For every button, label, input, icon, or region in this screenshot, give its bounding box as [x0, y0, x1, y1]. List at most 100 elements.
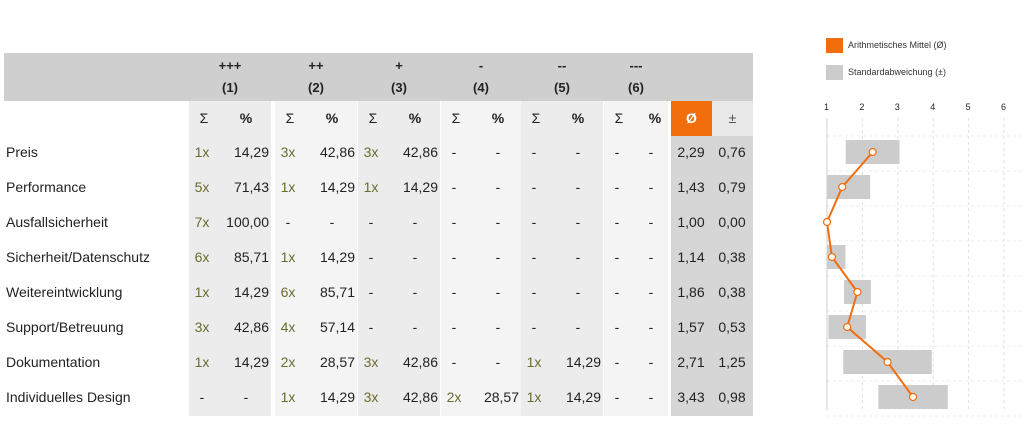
count-cell: - [199, 389, 205, 405]
row-label: Dokumentation [6, 354, 101, 370]
count-cell: - [368, 249, 374, 265]
percent-cell: - [243, 389, 249, 405]
percent-cell: 42,86 [402, 354, 438, 370]
count-cell: 1x [280, 249, 296, 265]
legend-mean-swatch [826, 38, 843, 53]
sd-cell: 0,38 [718, 284, 746, 300]
count-cell: 1x [363, 179, 379, 195]
percent-cell: 42,86 [402, 389, 438, 405]
sum-symbol: Σ [199, 110, 209, 126]
sd-symbol: ± [728, 110, 737, 126]
percent-cell: 14,29 [233, 354, 269, 370]
percent-cell: - [648, 144, 654, 160]
percent-cell: 71,43 [233, 179, 269, 195]
count-cell: 3x [363, 144, 379, 160]
count-cell: 1x [194, 284, 210, 300]
count-cell: 3x [194, 319, 210, 335]
group-number: (1) [222, 80, 238, 95]
count-cell: 4x [280, 319, 296, 335]
percent-cell: 28,57 [483, 389, 519, 405]
percent-cell: - [329, 214, 335, 230]
percent-cell: 100,00 [226, 214, 269, 230]
group-number: (2) [308, 80, 324, 95]
percent-cell: 85,71 [233, 249, 269, 265]
mean-cell: 1,57 [677, 319, 705, 335]
row-label: Sicherheit/Datenschutz [6, 249, 150, 265]
percent-cell: 14,29 [402, 179, 438, 195]
percent-cell: - [412, 284, 418, 300]
sd-cell: 0,79 [718, 179, 746, 195]
count-cell: - [451, 144, 457, 160]
mean-point [827, 252, 837, 262]
percent-cell: - [648, 284, 654, 300]
mean-point [883, 357, 892, 367]
count-cell: - [451, 354, 457, 370]
group-band [521, 101, 603, 416]
percent-cell: - [648, 249, 654, 265]
mean-sd-column [671, 136, 753, 416]
row-label: Preis [6, 144, 38, 160]
count-cell: - [614, 249, 620, 265]
count-cell: - [285, 214, 291, 230]
x-tick-label: 6 [1001, 102, 1007, 112]
percent-symbol: % [325, 110, 339, 126]
group-number: (3) [391, 80, 407, 95]
count-cell: 7x [194, 214, 210, 230]
percent-cell: 14,29 [565, 354, 601, 370]
percent-cell: - [495, 214, 501, 230]
count-cell: - [531, 249, 537, 265]
count-cell: - [451, 319, 457, 335]
count-cell: 3x [280, 144, 296, 160]
percent-symbol: % [648, 110, 662, 126]
count-cell: 5x [194, 179, 210, 195]
x-tick-label: 3 [894, 102, 900, 112]
percent-cell: 14,29 [319, 249, 355, 265]
row-label: Ausfallsicherheit [6, 214, 108, 230]
sum-symbol: Σ [614, 110, 624, 126]
sum-symbol: Σ [285, 110, 295, 126]
mean-column-header [671, 101, 712, 136]
sum-symbol: Σ [368, 110, 378, 126]
count-cell: - [614, 214, 620, 230]
row-label: Support/Betreuung [6, 319, 124, 335]
group-band [358, 101, 440, 416]
count-cell: 1x [526, 389, 542, 405]
percent-cell: 14,29 [565, 389, 601, 405]
mean-point [822, 217, 832, 227]
percent-symbol: % [239, 110, 253, 126]
mean-cell: 2,71 [677, 354, 705, 370]
count-cell: - [368, 284, 374, 300]
percent-cell: 42,86 [233, 319, 269, 335]
mean-point [908, 392, 918, 402]
percent-cell: - [495, 319, 501, 335]
mean-line [825, 151, 914, 398]
percent-cell: - [575, 249, 581, 265]
legend-mean-label: Arithmetisches Mittel (Ø) [848, 40, 947, 50]
count-cell: - [531, 319, 537, 335]
count-cell: 1x [280, 179, 296, 195]
count-cell: - [451, 249, 457, 265]
legend-sd-label: Standardabweichung (±) [848, 67, 946, 77]
count-cell: 1x [280, 389, 296, 405]
sd-column-header [712, 101, 753, 136]
count-cell: - [531, 284, 537, 300]
x-tick-label: 4 [930, 102, 936, 112]
count-cell: - [368, 214, 374, 230]
sd-cell: 0,53 [718, 319, 746, 335]
percent-cell: - [648, 214, 654, 230]
group-sign: ++ [308, 58, 324, 73]
mean-cell: 1,14 [677, 249, 705, 265]
percent-symbol: % [408, 110, 422, 126]
mean-cell: 2,29 [677, 144, 705, 160]
sd-cell: 1,25 [718, 354, 746, 370]
mean-point [843, 322, 852, 332]
count-cell: - [451, 214, 457, 230]
count-cell: 1x [526, 354, 542, 370]
percent-cell: - [575, 319, 581, 335]
count-cell: 6x [194, 249, 210, 265]
x-tick-label: 1 [824, 102, 830, 112]
count-cell: 1x [194, 354, 210, 370]
mean-cell: 3,43 [677, 389, 705, 405]
percent-cell: - [495, 284, 501, 300]
group-band [604, 101, 668, 416]
